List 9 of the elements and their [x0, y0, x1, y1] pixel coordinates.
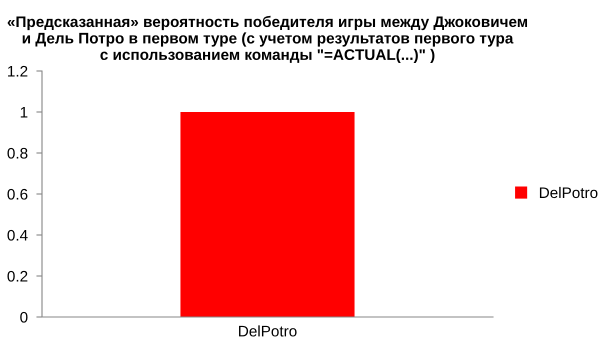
y-tick-label: 0.6 [7, 188, 28, 200]
y-tick-label: 1 [20, 107, 28, 118]
y-tick-label: 0.2 [7, 270, 28, 282]
chart-title: «Предсказанная» вероятность победителя игры между Джоковичем и Дель Потро в первом туре (с учетом результатов первого тура с использованием команды "=ACTUAL(...)" ) [8, 16, 528, 64]
y-tick-label: 0.4 [7, 230, 28, 241]
legend-label: DelPotro [540, 186, 598, 198]
y-tick-label: 0 [20, 312, 28, 323]
y-tick-label: 1.2 [8, 66, 28, 77]
y-tick-label: 0.8 [7, 148, 28, 159]
